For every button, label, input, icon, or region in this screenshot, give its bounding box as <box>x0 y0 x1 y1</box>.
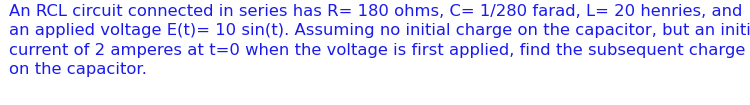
Text: An RCL circuit connected in series has R= 180 ohms, C= 1/280 farad, L= 20 henrie: An RCL circuit connected in series has R… <box>9 4 750 77</box>
